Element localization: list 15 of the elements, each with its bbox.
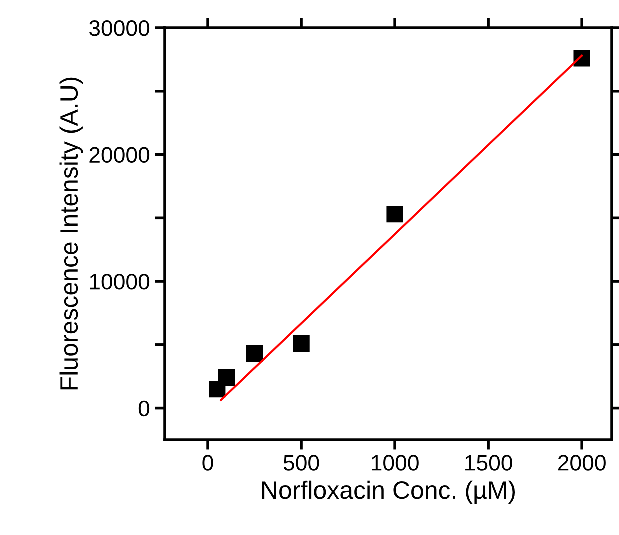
point — [386, 206, 404, 223]
y-tick-label: 30000 — [89, 20, 150, 36]
point — [293, 335, 310, 352]
x-tick-label: 1000 — [372, 455, 419, 471]
point — [218, 370, 236, 386]
x-tick-label: 2000 — [558, 455, 606, 471]
y-tick-label: 0 — [138, 400, 150, 417]
point — [246, 345, 264, 362]
y-tick-label: 20000 — [90, 147, 150, 164]
x-tick-label: 500 — [284, 455, 320, 471]
x-tick-label: 0 — [202, 455, 214, 471]
y-tick-label: 10000 — [90, 274, 150, 290]
x-axis-title: Norfloxacin Conc. (µM) — [262, 480, 516, 504]
y-axis-title: Fluorescence Intensity (A.U) — [60, 78, 84, 390]
x-tick-label: 1500 — [466, 455, 512, 471]
